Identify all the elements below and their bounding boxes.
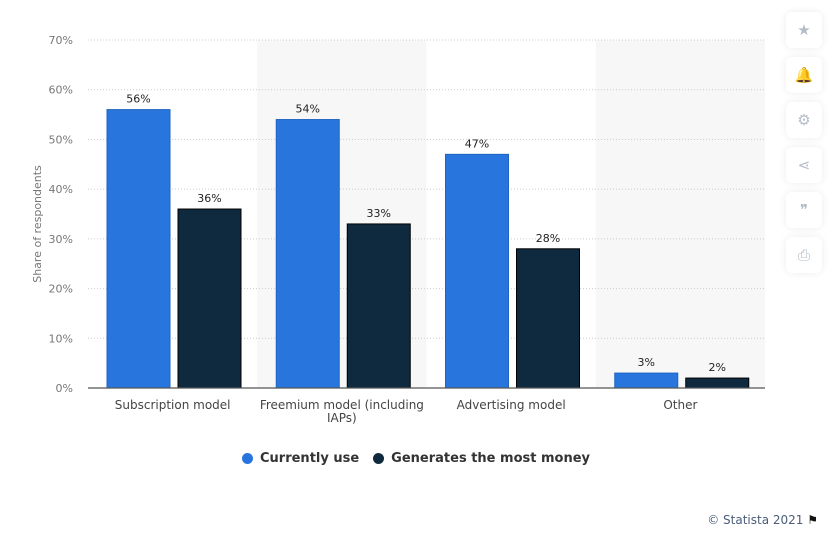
y-tick-label: 70% [49,34,73,47]
bar-most-money [685,377,750,389]
data-label: 3% [638,356,655,369]
legend-dot [242,453,253,464]
bar-currently-use [275,119,340,389]
gear-button[interactable]: ⚙ [786,102,822,138]
data-label: 28% [536,232,560,245]
bar-most-money [516,248,580,389]
y-tick-label: 50% [49,133,73,146]
legend-item-currently-use[interactable]: Currently use [242,451,359,466]
credit[interactable]: © Statista 2021 ⚑ [707,513,818,527]
legend-dot [373,453,385,464]
x-tick-label: Other [663,398,697,412]
legend: Currently use Generates the most money [0,451,832,466]
x-tick-label: Freemium model (including [260,398,424,412]
category-band [595,40,765,388]
star-button[interactable]: ★ [786,12,822,48]
x-tick-label: Advertising model [457,398,566,412]
gear-icon: ⚙ [797,111,811,129]
star-icon: ★ [797,21,811,39]
credit-text: © Statista 2021 [707,513,804,527]
data-label: 2% [709,361,726,374]
flag-icon: ⚑ [807,513,818,527]
y-tick-label: 40% [49,183,73,196]
bar-currently-use [445,153,509,389]
y-tick-label: 30% [49,233,73,246]
bar-most-money [346,223,411,389]
data-label: 33% [367,207,391,220]
data-label: 47% [465,137,489,150]
x-tick-label: Subscription model [115,398,231,412]
data-label: 36% [197,192,221,205]
bar-currently-use [614,372,679,389]
x-tick-label: IAPs) [327,411,357,425]
y-tick-label: 0% [56,382,73,395]
data-label: 56% [126,93,150,106]
bell-button[interactable]: 🔔 [786,57,822,93]
y-axis-label: Share of respondents [31,165,44,283]
bar-chart: 0% 10% 20% 30% 40% 50% 60% 70% Share of responde… [31,34,765,425]
data-label: 54% [296,103,320,116]
legend-item-generates-most-money[interactable]: Generates the most money [373,451,590,466]
bell-icon: 🔔 [794,66,814,84]
legend-label: Currently use [260,451,360,466]
print-icon: ⎙ [797,246,810,264]
y-tick-label: 10% [49,332,73,345]
quote-icon: ❞ [799,201,809,219]
bar-currently-use [106,109,171,389]
share-icon: ⋖ [797,156,811,174]
bar-most-money [177,208,242,389]
y-tick-label: 20% [49,283,73,296]
quote-button[interactable]: ❞ [786,192,822,228]
y-tick-label: 60% [49,84,73,97]
print-button[interactable]: ⎙ [786,237,822,273]
legend-label: Generates the most money [391,451,590,466]
share-button[interactable]: ⋖ [786,147,822,183]
